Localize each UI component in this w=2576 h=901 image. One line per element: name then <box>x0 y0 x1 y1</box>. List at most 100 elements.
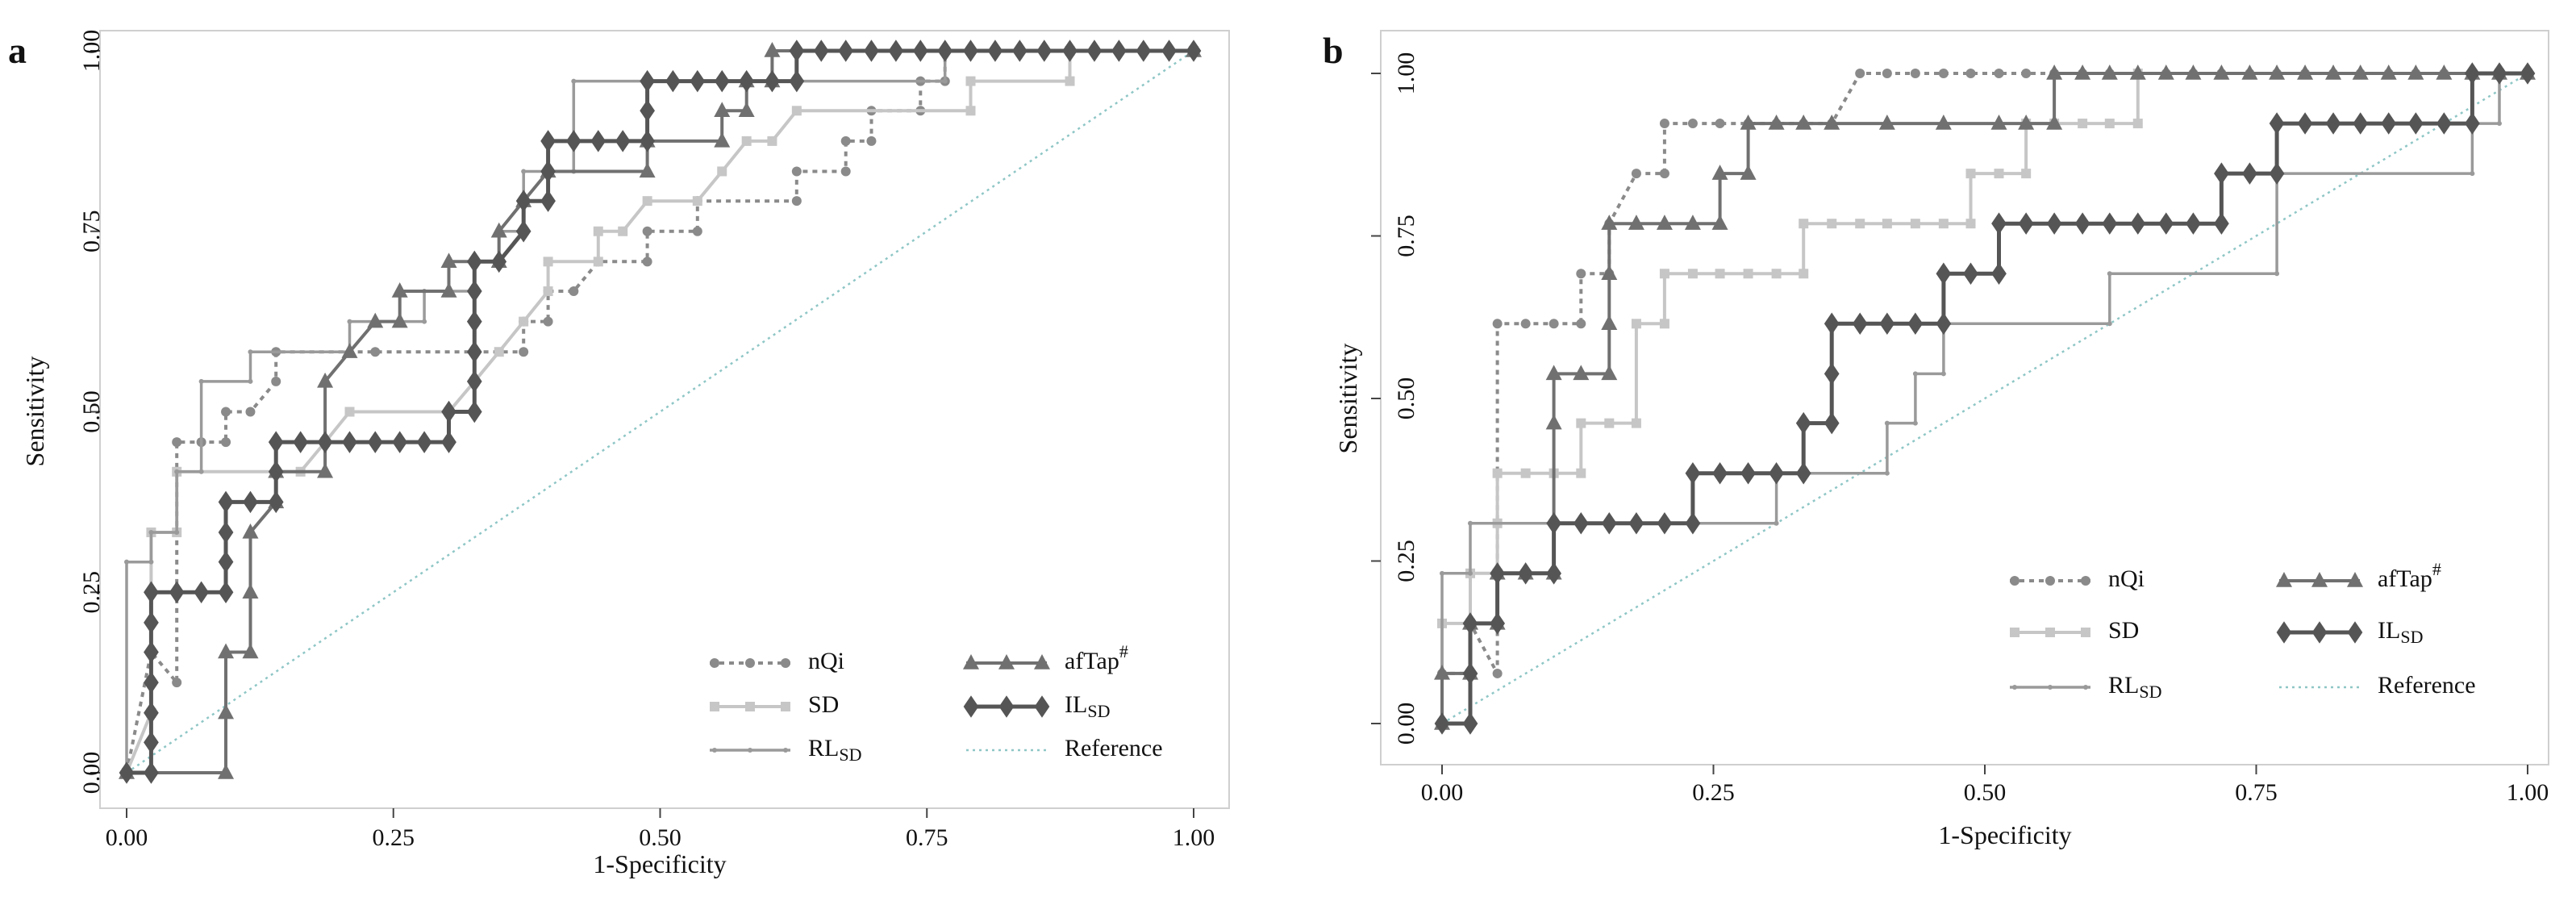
data-point-nqi <box>519 347 529 357</box>
data-point-aftap <box>1990 115 2007 130</box>
data-point-rl <box>198 469 204 474</box>
legend-entry-sd: SD <box>710 691 839 718</box>
data-point-il <box>144 731 159 754</box>
y-tick-label: 0.00 <box>78 752 105 795</box>
data-point-aftap <box>1711 215 1728 230</box>
data-point-il <box>912 40 928 62</box>
legend: nQi SD RLSD afTap# ILSD Reference <box>2010 559 2476 702</box>
data-point-rl <box>1884 470 1890 476</box>
data-point-il <box>317 431 333 453</box>
legend-entry-il: ILSD <box>963 691 1110 721</box>
data-point-aftap <box>2157 65 2174 80</box>
data-point-rl <box>148 559 154 565</box>
data-point-aftap <box>2213 65 2230 80</box>
data-point-aftap <box>738 102 755 117</box>
legend-label: SD <box>808 691 839 718</box>
data-point-rl <box>521 169 527 174</box>
data-point-il <box>268 490 284 514</box>
data-point-aftap <box>1601 315 1618 331</box>
data-point-il <box>2491 62 2507 85</box>
data-point-sd <box>618 226 628 236</box>
series-il <box>119 40 1202 784</box>
x-axis-title: 1-Specificity <box>1938 820 2071 849</box>
data-point-il <box>1824 411 1840 435</box>
legend-label: RLSD <box>808 735 861 765</box>
data-point-sd <box>1631 319 1641 329</box>
data-point-sd <box>1492 468 1503 478</box>
data-point-rl <box>1467 520 1473 526</box>
data-point-nqi <box>1659 169 1669 179</box>
legend-entry-rl: RLSD <box>710 735 861 765</box>
data-point-rl <box>2107 321 2112 327</box>
data-point-il <box>565 130 581 152</box>
data-point-sd <box>1743 269 1753 279</box>
data-point-il <box>466 280 482 302</box>
data-point-il <box>2130 212 2146 235</box>
data-point-il <box>640 130 655 152</box>
legend: nQi SD RLSD afTap# ILSD Reference <box>710 641 1163 765</box>
data-point-sd <box>344 407 355 417</box>
data-point-nqi <box>642 257 652 267</box>
data-point-sd <box>593 226 603 236</box>
data-point-nqi <box>1855 69 1865 78</box>
data-point-sd <box>1631 418 1641 428</box>
data-point-aftap <box>2185 65 2202 80</box>
data-point-sd <box>1910 219 1920 229</box>
data-point-il <box>2436 112 2452 135</box>
data-point-rl <box>1467 570 1473 576</box>
data-point-il <box>1769 461 1784 485</box>
data-point-aftap <box>2129 65 2146 80</box>
data-point-il <box>2381 112 2397 135</box>
legend-marker-rl <box>748 748 752 753</box>
legend-label: Reference <box>2378 672 2476 699</box>
data-point-aftap <box>2046 65 2063 80</box>
data-point-il <box>1657 512 1673 535</box>
data-point-aftap <box>639 162 656 178</box>
legend-marker-rl <box>2083 685 2088 690</box>
data-point-sd <box>1965 219 1976 229</box>
data-point-il <box>1628 512 1644 535</box>
legend-label: afTap# <box>2378 559 2441 592</box>
data-point-sd <box>1659 319 1669 329</box>
data-point-aftap <box>764 42 781 57</box>
legend-marker-nqi <box>2045 576 2055 586</box>
data-point-il <box>2186 212 2201 235</box>
data-point-il <box>615 130 631 152</box>
data-point-il <box>1601 512 1617 535</box>
data-point-sd <box>1771 269 1782 279</box>
legend-marker-nqi <box>745 658 755 668</box>
data-point-nqi <box>1631 169 1641 179</box>
data-point-rl <box>124 559 129 565</box>
data-point-il <box>540 130 556 152</box>
data-point-aftap <box>317 462 334 478</box>
data-point-il <box>144 640 159 664</box>
legend-entry-nqi: nQi <box>2010 565 2145 592</box>
legend-marker-aftap <box>2311 572 2328 587</box>
data-point-nqi <box>840 166 851 177</box>
data-point-il <box>2018 212 2034 235</box>
data-point-il <box>714 69 730 93</box>
data-point-il <box>169 581 185 603</box>
data-point-aftap <box>2074 65 2091 80</box>
data-point-aftap <box>2436 65 2453 80</box>
data-point-il <box>392 431 408 453</box>
data-point-sd <box>1799 269 1809 279</box>
y-tick-label: 1.00 <box>1393 52 1419 95</box>
data-point-aftap <box>2269 65 2286 80</box>
data-point-nqi <box>221 437 231 448</box>
data-point-aftap <box>2380 65 2397 80</box>
data-point-nqi <box>1687 119 1698 129</box>
panel-label: a <box>8 30 27 71</box>
data-point-sd <box>1938 219 1949 229</box>
data-point-il <box>1462 712 1478 735</box>
data-point-il <box>466 370 482 393</box>
data-point-il <box>1963 262 1978 285</box>
y-tick-label: 0.50 <box>78 390 105 433</box>
data-point-aftap <box>391 312 408 328</box>
data-point-il <box>144 701 159 724</box>
data-point-il <box>838 40 854 62</box>
data-point-il <box>1111 40 1127 62</box>
legend-marker-nqi <box>710 658 719 668</box>
data-point-nqi <box>642 226 652 236</box>
data-point-il <box>690 69 706 93</box>
